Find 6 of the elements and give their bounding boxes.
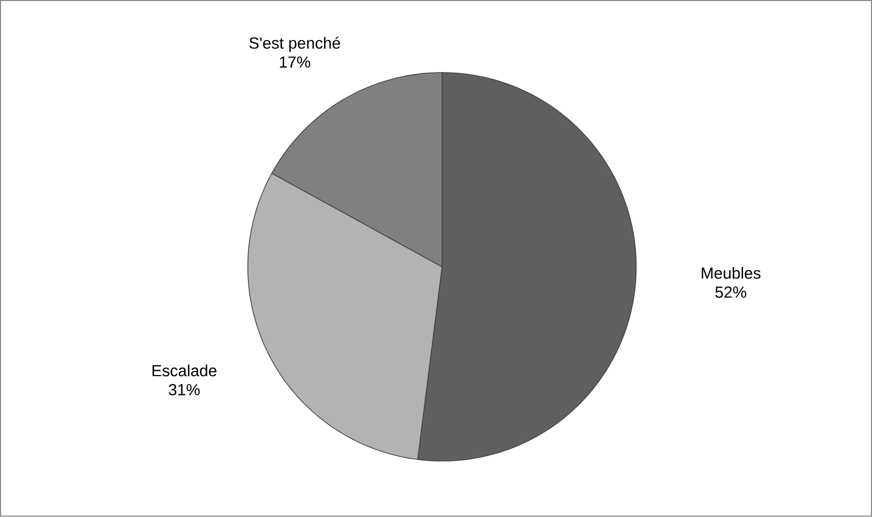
data-label: 52% (715, 286, 746, 298)
data-label: 31% (168, 384, 200, 396)
slice-label: Escalade (152, 364, 216, 377)
slice-label: S'est penché (249, 36, 340, 52)
slice-label: Meubles (702, 267, 760, 280)
data-label: 17% (280, 56, 310, 68)
